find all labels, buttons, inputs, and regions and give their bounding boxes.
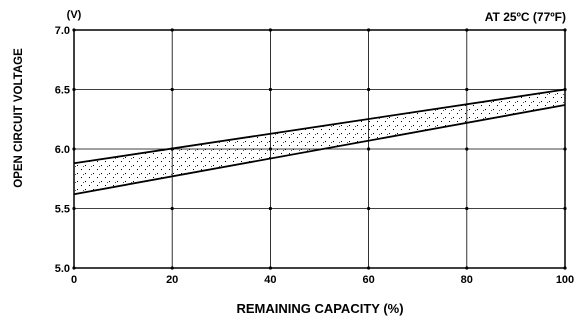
y-tick-labels: 5.0 5.5 6.0 6.5 7.0: [55, 25, 70, 275]
x-tick-label: 60: [362, 274, 374, 286]
y-unit-label: (V): [67, 9, 82, 21]
x-tick-label: 40: [264, 274, 276, 286]
grid-dot: [170, 87, 174, 92]
plot-frame: [73, 29, 566, 269]
x-tick-label: 100: [556, 274, 574, 286]
x-tick-labels: 0 20 40 60 80 100: [71, 274, 574, 286]
grid-dot: [367, 206, 371, 211]
x-tick-label: 80: [461, 274, 473, 286]
voltage-band: [74, 89, 565, 195]
condition-annotation: AT 25ºC (77ºF): [485, 10, 566, 24]
stippled-band-area: [74, 89, 565, 195]
y-tick-label: 5.5: [55, 204, 70, 216]
y-tick-label: 6.0: [55, 144, 70, 156]
x-axis-title: REMAINING CAPACITY (%): [236, 301, 403, 316]
y-tick-label: 7.0: [55, 25, 70, 37]
grid-dot: [268, 206, 272, 211]
y-axis-title: OPEN CIRCUIT VOLTAGE: [13, 48, 25, 188]
band-boundary-lines: [73, 88, 566, 196]
lower-boundary-line: [73, 104, 566, 196]
x-tick-label: 20: [166, 274, 178, 286]
grid-dot: [465, 87, 469, 92]
grid-dot: [268, 87, 272, 92]
x-tick-label: 0: [71, 274, 77, 286]
grid-dot: [367, 147, 371, 151]
y-tick-label: 6.5: [55, 85, 70, 97]
y-tick-label: 5.0: [55, 263, 70, 275]
grid-dot: [367, 87, 371, 92]
grid-dot: [465, 206, 469, 211]
upper-boundary-line: [73, 88, 566, 165]
grid-dot: [170, 206, 174, 211]
grid-dot: [465, 147, 469, 151]
